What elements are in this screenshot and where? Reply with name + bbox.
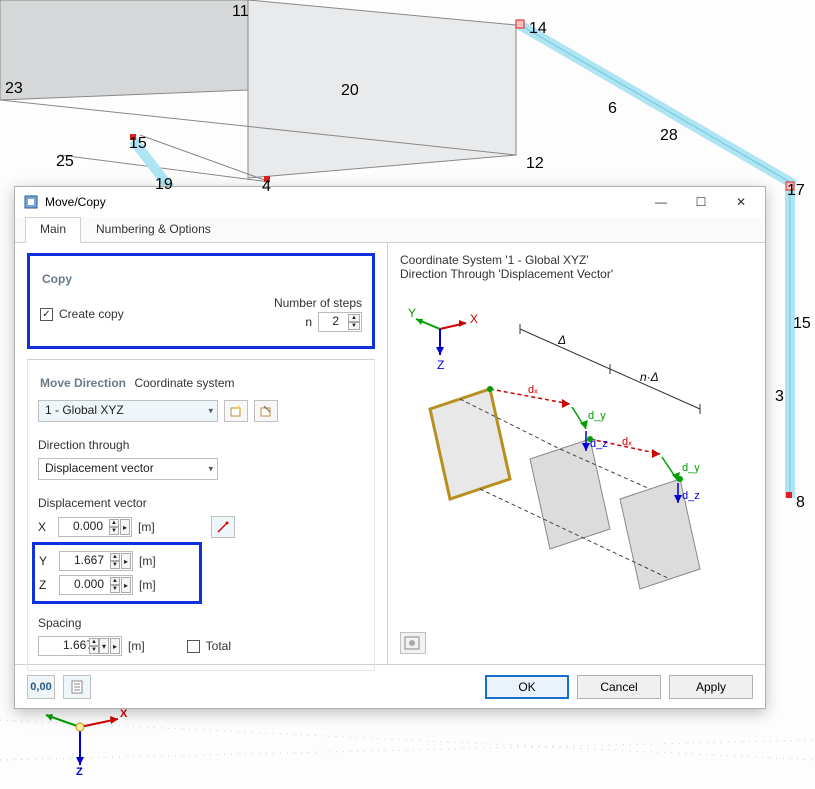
decimals-button[interactable]: 0,00 [27,675,55,699]
svg-text:X: X [120,708,128,720]
ok-button[interactable]: OK [485,675,569,699]
z-label: Z [39,578,53,592]
svg-text:n·Δ: n·Δ [640,370,659,384]
z-unit: [m] [139,578,156,592]
coord-new-button[interactable] [224,400,248,422]
create-copy-checkbox[interactable]: ✓ [40,308,53,321]
num-steps-label: Number of steps [274,296,362,310]
canvas-label: 3 [775,388,784,406]
svg-text:Δ: Δ [557,333,566,347]
preview-settings-button[interactable] [400,632,426,654]
canvas-label: 15 [129,135,147,153]
close-button[interactable]: ✕ [721,188,761,216]
y-label: Y [39,554,53,568]
canvas-label: 11 [232,3,249,21]
canvas-label: 8 [796,494,805,512]
tab-main[interactable]: Main [25,217,81,243]
x-unit: [m] [138,520,155,534]
svg-text:Y: Y [408,306,416,320]
num-steps-input[interactable]: 2 ▲▼ [318,312,362,332]
total-checkbox[interactable] [187,640,200,653]
group-copy: Copy ✓ Create copy Number of steps n 2 ▲… [27,253,375,349]
x-input[interactable]: 0.000▲▼▸ [58,517,132,537]
cancel-button[interactable]: Cancel [577,675,661,699]
x-label: X [38,520,52,534]
coord-label: Coordinate system [134,376,234,390]
svg-text:Z: Z [76,766,83,775]
canvas-label: 28 [660,127,678,145]
coord-system-select[interactable]: 1 - Global XYZ▾ [38,400,218,422]
canvas-label: 17 [787,182,805,200]
coord-edit-button[interactable] [254,400,278,422]
svg-text:dₓ: dₓ [622,436,632,448]
spin-down-icon[interactable]: ▼ [348,322,360,330]
canvas-label: 4 [262,178,271,196]
canvas-label: 25 [56,153,74,171]
canvas-label: 6 [608,100,617,118]
svg-text:d_y: d_y [682,462,700,474]
dir-label: Direction through [38,438,129,452]
direction-select[interactable]: Displacement vector▾ [38,458,218,480]
move-copy-dialog: Move/Copy — ☐ ✕ Main Numbering & Options… [14,186,766,709]
canvas-label: 20 [341,82,359,100]
spacing-label: Spacing [38,616,81,630]
spacing-input[interactable]: 1.667 ▾ ▲▼ ▸ [38,636,122,656]
n-label: n [305,315,312,329]
tab-numbering[interactable]: Numbering & Options [81,217,226,242]
preview-pane: Coordinate System '1 - Global XYZ' Direc… [387,243,765,664]
svg-text:X: X [470,312,478,326]
titlebar[interactable]: Move/Copy — ☐ ✕ [15,187,765,217]
preview-diagram: Y X Z Δ n·Δ [400,289,730,609]
minimize-button[interactable]: — [641,188,681,216]
left-pane: Copy ✓ Create copy Number of steps n 2 ▲… [15,243,387,664]
svg-text:d_z: d_z [682,490,700,502]
group-move-title: Move Direction [36,376,130,390]
y-input[interactable]: 1.667▲▼▸ [59,551,133,571]
group-copy-title: Copy [38,272,76,286]
canvas-label: 12 [526,155,544,173]
log-button[interactable] [63,675,91,699]
svg-text:dₓ: dₓ [528,384,538,396]
disp-label: Displacement vector [38,496,147,510]
spin-up-icon[interactable]: ▲ [348,314,360,322]
create-copy-label: Create copy [59,307,124,321]
svg-text:d_y: d_y [588,410,606,422]
tabs: Main Numbering & Options [15,217,765,243]
dialog-title: Move/Copy [45,195,641,209]
svg-text:Z: Z [437,358,444,372]
canvas-label: 19 [155,176,173,194]
canvas-label: 15 [793,315,811,333]
preview-title: Coordinate System '1 - Global XYZ' Direc… [400,253,753,281]
apply-button[interactable]: Apply [669,675,753,699]
z-input[interactable]: 0.000▲▼▸ [59,575,133,595]
pick-point-button[interactable] [211,516,235,538]
group-move: Move Direction Coordinate system 1 - Glo… [27,359,375,671]
maximize-button[interactable]: ☐ [681,188,721,216]
canvas-label: 14 [529,20,547,38]
spacing-unit: [m] [128,639,145,653]
canvas-label: 23 [5,80,23,98]
app-icon [23,194,39,210]
y-unit: [m] [139,554,156,568]
total-label: Total [206,639,231,653]
